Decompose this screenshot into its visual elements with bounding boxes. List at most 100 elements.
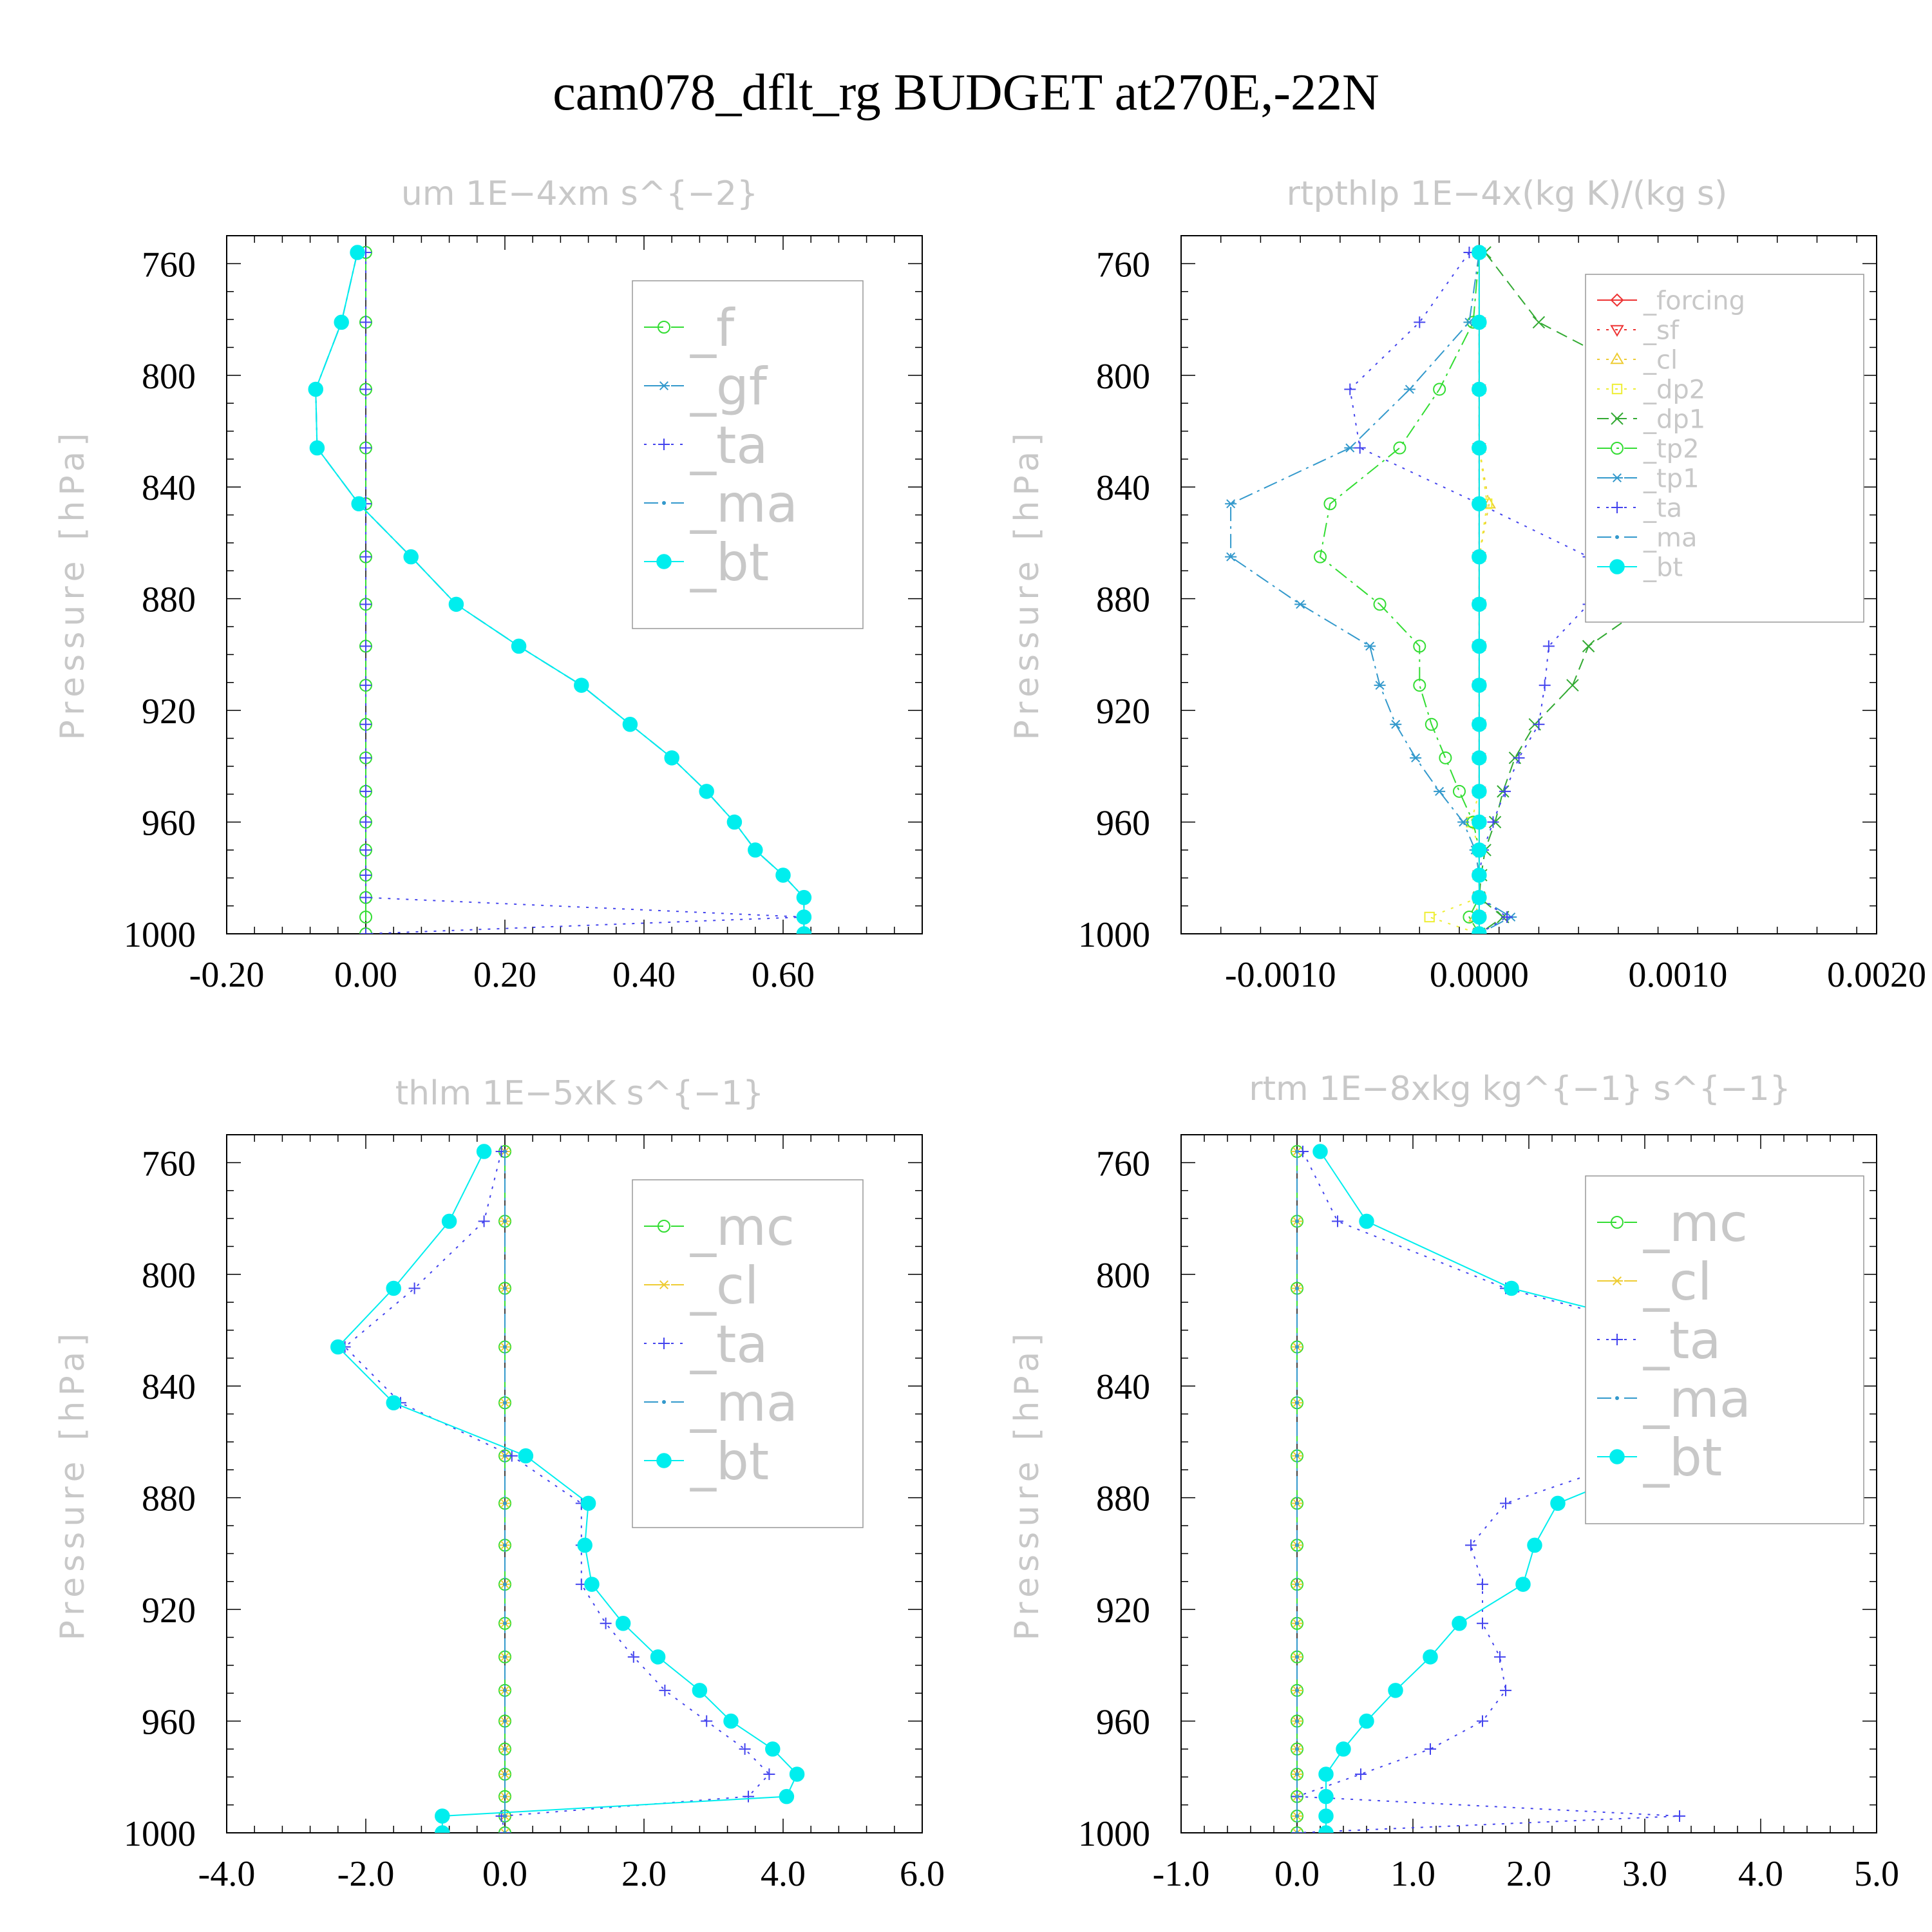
plot-frame	[226, 235, 923, 934]
data-point_tp2	[1433, 383, 1446, 396]
data-point_ta	[360, 316, 372, 328]
legend-label_mc: _mc	[1643, 1193, 1748, 1253]
series-layer	[1225, 245, 1863, 934]
data-point_ma	[1295, 1688, 1299, 1692]
legend-label_ta: _ta	[690, 415, 768, 475]
data-point_ta	[360, 752, 372, 764]
y-tick-label: 760	[142, 1144, 196, 1184]
data-point_bt	[796, 889, 812, 905]
legend-label_tp2: _tp2	[1643, 434, 1700, 464]
data-point_bt	[448, 596, 464, 612]
plot-frame	[226, 1134, 923, 1833]
data-point_bt	[351, 496, 366, 512]
data-point_tp2	[1314, 550, 1327, 564]
legend-label_cl: _cl	[1643, 345, 1678, 375]
data-point_ma	[503, 1814, 507, 1818]
data-point_ma	[503, 1150, 507, 1154]
y-tick-label: 1000	[1078, 1814, 1150, 1854]
legend-label_f: _f	[690, 298, 735, 358]
data-point_ta	[360, 785, 372, 797]
data-point_ta	[360, 640, 372, 652]
data-point_ta	[360, 928, 372, 934]
legend: _mc_cl_ta_ma_bt	[1585, 1175, 1864, 1524]
data-point_ma	[503, 1772, 507, 1776]
data-point_ta	[1355, 1768, 1367, 1780]
legend-label_ta: _ta	[1643, 1311, 1721, 1370]
data-point_ma	[1295, 1814, 1299, 1818]
data-point_ma	[503, 1401, 507, 1405]
legend-marker_f	[658, 321, 670, 334]
data-point_ma	[1295, 1654, 1299, 1659]
y-tick-label: 920	[1096, 692, 1150, 732]
legend-marker_bt	[1609, 559, 1625, 574]
y-tick-label: 800	[142, 1256, 196, 1296]
data-point_ta	[1465, 1539, 1477, 1551]
data-point_tp2	[1393, 441, 1406, 455]
panel-title-rtpthlp: rtpthlp 1E−4x(kg K)/(kg s)	[1287, 175, 1728, 213]
legend-label_bt: _bt	[690, 1432, 769, 1492]
data-point_ta	[1513, 752, 1525, 764]
legend-box	[632, 280, 864, 629]
series-line_tp1	[1230, 252, 1513, 934]
legend-label_sf: _sf	[1643, 316, 1680, 345]
data-point_ma	[1295, 1501, 1299, 1506]
data-point_bt	[386, 1280, 401, 1296]
x-tick-label: 0.00	[334, 955, 397, 995]
data-point_ta	[360, 816, 372, 828]
legend-marker_ta	[1611, 502, 1623, 513]
data-point_tp1	[1410, 753, 1422, 762]
data-point_ma	[503, 1747, 507, 1751]
data-point_dp1	[1566, 679, 1579, 692]
data-point_bt	[1472, 784, 1487, 799]
legend-marker_dp2	[1611, 383, 1623, 395]
data-point_ta	[478, 1215, 490, 1227]
y-tick-label: 960	[1096, 804, 1150, 844]
x-tick-label: 0.60	[752, 955, 815, 995]
data-point_ma	[503, 1688, 507, 1692]
data-point_bt	[574, 677, 589, 693]
legend-box	[632, 1179, 864, 1528]
data-point_ta	[1297, 1146, 1309, 1158]
data-point_bt	[435, 1808, 450, 1824]
legend: _f_gf_ta_ma_bt	[632, 280, 864, 629]
x-tick-label: 4.0	[1738, 1854, 1783, 1894]
data-point_ma	[1295, 1621, 1299, 1625]
data-point_ta	[506, 1450, 518, 1462]
data-point_tp2	[1413, 679, 1426, 692]
y-tick-label: 760	[1096, 245, 1150, 285]
data-point_bt	[1550, 1495, 1566, 1511]
panel-thlm: thlm 1E−5xK s^{−1} Pressure [hPa] 760 800…	[53, 1074, 945, 1894]
data-point_ma	[503, 1719, 507, 1723]
data-point_tp2	[1413, 639, 1426, 653]
legend-marker_tp2	[1611, 442, 1624, 455]
ylabel-rtpthlp: Pressure [hPa]	[1008, 428, 1046, 741]
data-point_cl	[499, 1828, 511, 1833]
x-tick-label: 0.0	[482, 1854, 527, 1894]
data-point_ma	[1295, 1401, 1299, 1405]
x-tick-label: 0.0020	[1827, 955, 1926, 995]
y-tick-label: 760	[142, 245, 196, 285]
legend-marker_dp1	[1611, 412, 1624, 425]
data-point_ma	[503, 1219, 507, 1224]
data-point_tp1	[1374, 681, 1386, 690]
y-tick-label: 1000	[124, 1814, 196, 1854]
data-point_ma	[1295, 1345, 1299, 1349]
data-point_bt	[1472, 909, 1487, 925]
legend-label_forcing: _forcing	[1643, 286, 1745, 316]
legend-marker_ma	[1615, 1396, 1619, 1400]
series-line_dp2	[1427, 252, 1488, 934]
data-point_bt	[726, 814, 743, 830]
x-tick-label: -1.0	[1153, 1854, 1210, 1894]
data-point_bt	[692, 1683, 708, 1698]
data-point_ta	[1542, 640, 1555, 652]
data-point_bt	[1472, 638, 1487, 654]
legend-label_ta: _ta	[1643, 493, 1682, 523]
data-point_bt	[748, 842, 763, 858]
y-tick-label: 1000	[1078, 915, 1150, 955]
data-point_bt	[664, 750, 679, 766]
plot-frame	[1180, 235, 1877, 934]
data-point_bt	[330, 1339, 346, 1355]
data-point_dp1	[1582, 639, 1595, 653]
data-point_bt	[1318, 1825, 1334, 1833]
